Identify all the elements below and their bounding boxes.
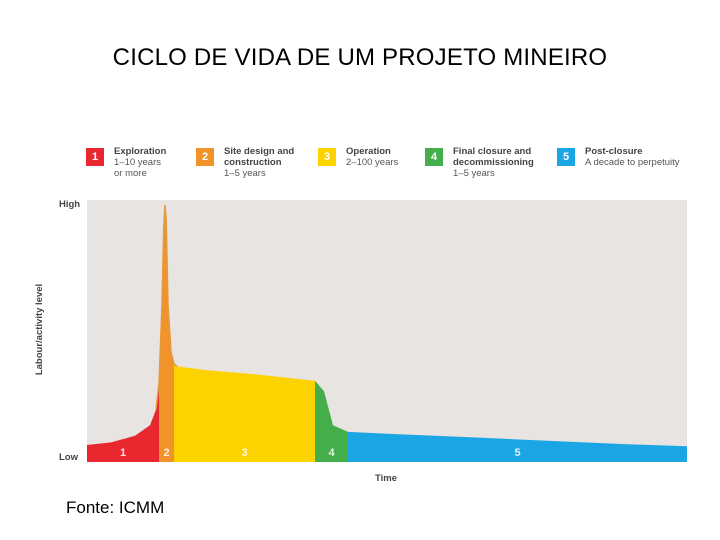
legend-subtitle: 1–5 years — [453, 168, 495, 179]
phase-label-4: 4 — [328, 447, 335, 459]
legend-subtitle: construction — [224, 157, 282, 168]
legend-number-badge: 4 — [425, 148, 443, 166]
legend-subtitle: A decade to perpetuity — [585, 157, 680, 168]
source-caption: Fonte: ICMM — [66, 498, 165, 517]
phase-area-2 — [159, 205, 174, 462]
x-axis-label: Time — [375, 473, 398, 484]
legend-number-badge: 1 — [86, 148, 104, 166]
phase-area-1 — [87, 383, 159, 462]
legend-number-badge: 2 — [196, 148, 214, 166]
phase-label-1: 1 — [120, 447, 126, 459]
legend-title: Site design and — [224, 146, 295, 157]
phase-label-3: 3 — [241, 447, 247, 459]
legend-number-badge: 3 — [318, 148, 336, 166]
peak-outline — [155, 205, 178, 410]
phase-area-3 — [174, 363, 315, 462]
legend-title: Operation — [346, 146, 391, 157]
phase-label-5: 5 — [514, 447, 520, 459]
legend-subtitle: 1–5 years — [224, 168, 266, 179]
page-title: CICLO DE VIDA DE UM PROJETO MINEIRO — [112, 44, 608, 71]
legend-title: Exploration — [114, 146, 167, 157]
y-tick-high: High — [59, 199, 81, 210]
legend-subtitle: or more — [114, 168, 147, 179]
phase-area-5 — [348, 431, 687, 462]
phase-label-2: 2 — [163, 447, 169, 459]
legend-title: Final closure and — [453, 146, 532, 157]
legend-number-badge: 5 — [557, 148, 575, 166]
legend-title: Post-closure — [585, 146, 643, 157]
legend-subtitle: 1–10 years — [114, 157, 162, 168]
y-tick-low: Low — [59, 452, 78, 463]
phase-area-4 — [315, 380, 348, 462]
legend-subtitle: 2–100 years — [346, 157, 399, 168]
legend-subtitle: decommissioning — [453, 157, 534, 168]
